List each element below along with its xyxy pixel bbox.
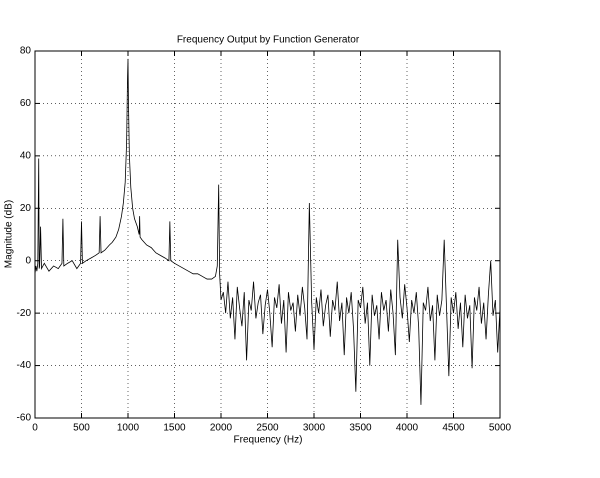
x-tick-label: 1000 [117, 423, 140, 434]
y-tick-label: 20 [20, 203, 32, 214]
y-tick-label: -20 [17, 308, 32, 319]
y-axis-label: Magnitude (dB) [4, 200, 15, 268]
y-tick-label: 60 [20, 98, 32, 109]
x-tick-label: 3000 [303, 423, 326, 434]
x-tick-label: 5000 [489, 423, 512, 434]
x-tick-label: 0 [32, 423, 38, 434]
x-tick-label: 2000 [210, 423, 233, 434]
y-tick-label: 80 [20, 46, 32, 57]
x-tick-label: 4000 [396, 423, 419, 434]
x-tick-label: 1500 [163, 423, 186, 434]
chart-title: Frequency Output by Function Generator [177, 35, 360, 46]
x-tick-label: 500 [73, 423, 90, 434]
spectrum-line [34, 58, 501, 405]
y-tick-label: 40 [20, 150, 32, 161]
x-tick-label: 2500 [256, 423, 279, 434]
x-tick-label: 4500 [442, 423, 465, 434]
y-tick-label: 0 [25, 255, 31, 266]
x-tick-label: 3500 [349, 423, 372, 434]
plot-frame [34, 50, 501, 419]
y-tick-label: -40 [17, 360, 32, 371]
x-axis-label: Frequency (Hz) [234, 435, 303, 446]
y-tick-label: -60 [17, 413, 32, 424]
